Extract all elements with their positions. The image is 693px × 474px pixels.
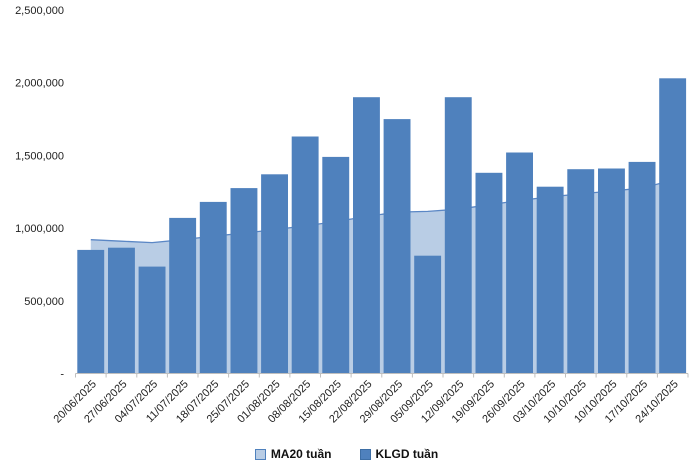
klgd-bar xyxy=(77,249,105,374)
chart-legend: MA20 tuần KLGD tuần xyxy=(0,447,693,461)
klgd-legend-swatch-icon xyxy=(359,448,371,460)
klgd-bar xyxy=(536,186,564,374)
klgd-bar xyxy=(383,119,411,374)
ma20-legend-swatch-icon xyxy=(254,448,266,460)
klgd-bar xyxy=(322,156,350,374)
y-axis-label: 500,000 xyxy=(24,296,64,308)
klgd-bar xyxy=(291,136,319,374)
klgd-bar xyxy=(628,161,656,374)
y-axis-label: 1,500,000 xyxy=(15,150,64,162)
klgd-bar xyxy=(230,188,258,374)
klgd-bar xyxy=(659,78,687,374)
klgd-bar xyxy=(506,152,533,374)
klgd-bar xyxy=(108,247,135,374)
klgd-bar xyxy=(138,266,166,374)
klgd-legend-label: KLGD tuần xyxy=(375,447,439,461)
legend-item-ma20: MA20 tuần xyxy=(254,447,332,461)
klgd-bar xyxy=(353,97,380,374)
y-axis-label: 2,000,000 xyxy=(15,78,64,90)
klgd-bar xyxy=(169,217,197,374)
klgd-bar xyxy=(444,97,472,374)
y-axis-label: - xyxy=(60,369,64,381)
ma20-legend-label: MA20 tuần xyxy=(270,447,332,461)
klgd-bar xyxy=(261,174,288,374)
legend-item-klgd: KLGD tuần xyxy=(359,447,439,461)
y-axis-label: 2,500,000 xyxy=(15,5,64,17)
volume-chart-canvas: 2,500,000 2,000,000 1,500,000 1,000,000 500,… xyxy=(15,5,689,426)
klgd-bar xyxy=(567,169,595,374)
klgd-bar xyxy=(475,172,503,374)
klgd-bar xyxy=(598,168,625,374)
klgd-bar xyxy=(199,201,227,374)
y-axis-label: 1,000,000 xyxy=(15,223,64,235)
klgd-bar xyxy=(414,255,442,374)
